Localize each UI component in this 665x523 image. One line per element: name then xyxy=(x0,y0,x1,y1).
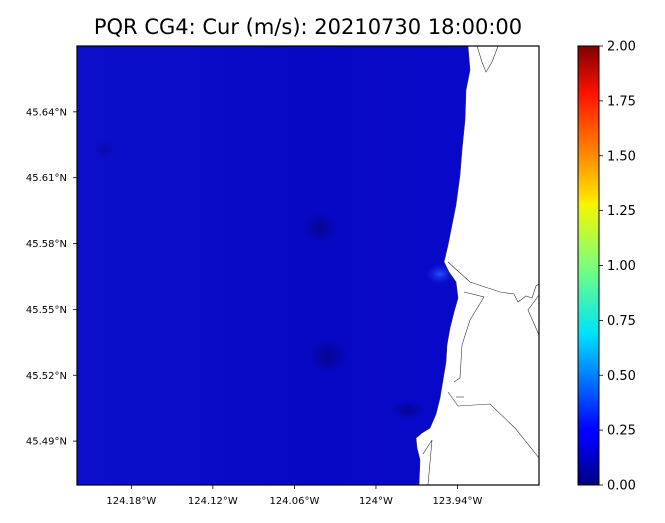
lat-ticks: 45.64°N 45.61°N 45.58°N 45.55°N 45.52°N 45.49… xyxy=(26,107,77,448)
low-current-patch xyxy=(392,401,424,419)
lon-tick-label: 123.94°W xyxy=(433,496,483,507)
lat-tick-label: 45.52°N xyxy=(26,371,67,382)
lat-tick-label: 45.64°N xyxy=(26,107,67,118)
lon-tick-label: 124.18°W xyxy=(106,496,156,507)
map-frame xyxy=(76,45,540,486)
colorbar xyxy=(577,45,600,486)
land-area xyxy=(415,46,539,485)
lon-tick-label: 124.12°W xyxy=(188,496,238,507)
colorbar-tick-label: 1.75 xyxy=(607,94,636,109)
colorbar-tick-label: 1.25 xyxy=(607,204,636,219)
low-current-patch xyxy=(308,338,348,374)
colorbar-ticks: 0.00 0.25 0.50 0.75 1.00 1.25 1.50 1.75 2.00 xyxy=(599,40,636,494)
map-area xyxy=(77,46,539,485)
lat-tick-label: 45.49°N xyxy=(26,437,67,448)
colorbar-tick-label: 1.00 xyxy=(607,259,636,274)
plot-title: PQR CG4: Cur (m/s): 20210730 18:00:00 xyxy=(94,15,522,39)
colorbar-tick-label: 0.00 xyxy=(607,479,636,494)
lon-ticks: 124.18°W 124.12°W 124.06°W 124°W 123.94°W xyxy=(106,485,483,507)
colorbar-tick-label: 0.50 xyxy=(607,369,636,384)
colorbar-tick-label: 2.00 xyxy=(607,40,636,55)
lat-tick-label: 45.55°N xyxy=(26,305,67,316)
high-current-patch xyxy=(426,264,454,284)
colorbar-tick-label: 1.50 xyxy=(607,149,636,164)
lat-tick-label: 45.58°N xyxy=(26,239,67,250)
lon-tick-label: 124°W xyxy=(359,496,393,507)
low-current-patch xyxy=(302,212,338,244)
low-current-patch xyxy=(95,140,115,160)
colorbar-tick-label: 0.25 xyxy=(607,424,636,439)
colorbar-tick-label: 0.75 xyxy=(607,314,636,329)
coastline xyxy=(422,46,539,485)
lon-tick-label: 124.06°W xyxy=(269,496,319,507)
lat-tick-label: 45.61°N xyxy=(26,173,67,184)
